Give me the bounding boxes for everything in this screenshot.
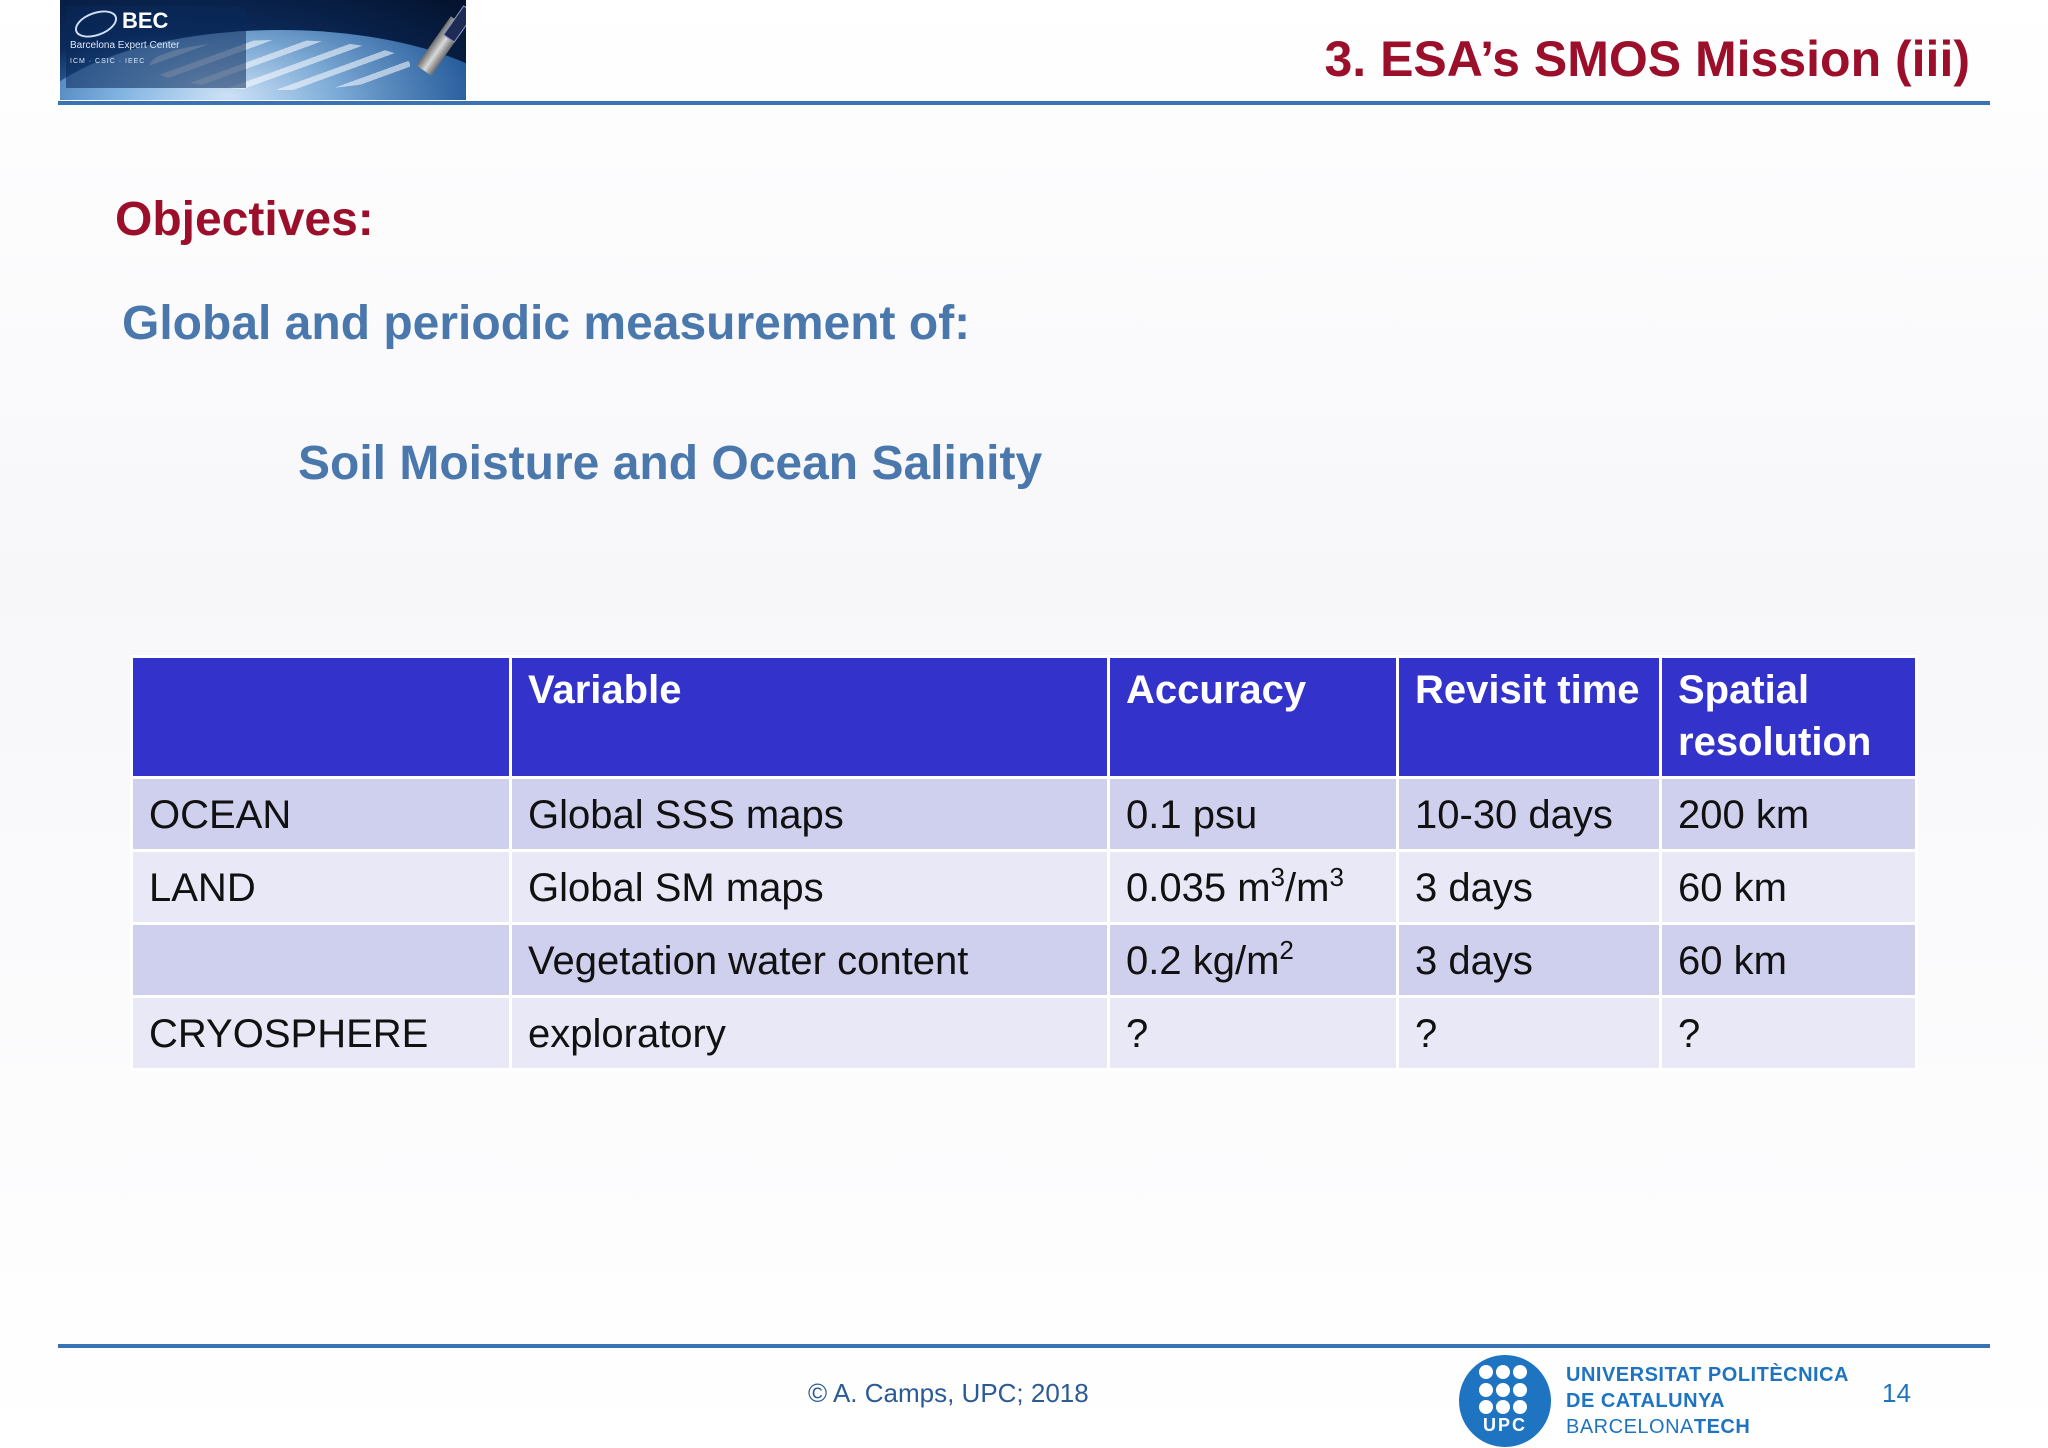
cell-accuracy: 0.035 m3/m3	[1107, 849, 1399, 925]
cell-variable: Vegetation water content	[509, 922, 1110, 998]
cell-domain: OCEAN	[130, 776, 512, 852]
university-name-line3: BARCELONATECH	[1566, 1414, 1849, 1440]
university-name-line1: UNIVERSITAT POLITÈCNICA	[1566, 1364, 1849, 1386]
accuracy-exponent: 3	[1270, 862, 1285, 892]
university-name-line2: DE CATALUNYA	[1566, 1390, 1725, 1412]
table-row: CRYOSPHERE exploratory ? ? ?	[130, 995, 1918, 1071]
objectives-heading: Objectives:	[115, 193, 374, 246]
header-domain	[130, 655, 512, 779]
cell-resolution: ?	[1659, 995, 1918, 1071]
accuracy-value: 0.035 m	[1126, 866, 1271, 910]
cell-accuracy: 0.2 kg/m2	[1107, 922, 1399, 998]
accuracy-exponent: 2	[1279, 935, 1294, 965]
upc-dots-icon	[1479, 1365, 1531, 1415]
cell-domain: CRYOSPHERE	[130, 995, 512, 1071]
cell-revisit: 3 days	[1396, 849, 1662, 925]
accuracy-unit: /m	[1285, 866, 1330, 910]
cell-revisit: 3 days	[1396, 922, 1662, 998]
header-variable: Variable	[509, 655, 1110, 779]
upc-logo: UPC	[1459, 1355, 1551, 1447]
table-row: OCEAN Global SSS maps 0.1 psu 10-30 days…	[130, 776, 1918, 852]
cell-variable: Global SM maps	[509, 849, 1110, 925]
page-number: 14	[1882, 1378, 1911, 1408]
header-spatial-resolution: Spatial resolution	[1659, 655, 1918, 779]
bec-logo-subtitle: Barcelona Expert Center	[70, 40, 180, 51]
cell-variable: Global SSS maps	[509, 776, 1110, 852]
copyright-notice: © A. Camps, UPC; 2018	[808, 1378, 1089, 1408]
bec-logo-name: BEC	[122, 8, 169, 33]
university-name: UNIVERSITAT POLITÈCNICA DE CATALUNYA BAR…	[1566, 1362, 1849, 1440]
cell-variable: exploratory	[509, 995, 1110, 1071]
mission-objectives-table: Variable Accuracy Revisit time Spatial r…	[130, 655, 1918, 1071]
cell-accuracy: 0.1 psu	[1107, 776, 1399, 852]
table-header-row: Variable Accuracy Revisit time Spatial r…	[130, 655, 1918, 779]
cell-revisit: ?	[1396, 995, 1662, 1071]
measurement-target: Soil Moisture and Ocean Salinity	[298, 437, 1043, 490]
bec-logo-partners: ICM · CSIC · IEEC	[70, 58, 146, 65]
upc-logo-text: UPC	[1482, 1415, 1527, 1435]
cell-resolution: 60 km	[1659, 849, 1918, 925]
accuracy-value: 0.2 kg/m	[1126, 939, 1280, 983]
cell-resolution: 60 km	[1659, 922, 1918, 998]
header-revisit-time: Revisit time	[1396, 655, 1662, 779]
university-name-line3-suffix: TECH	[1693, 1416, 1751, 1438]
slide-title: 3. ESA’s SMOS Mission (iii)	[1324, 31, 1970, 87]
header-accuracy: Accuracy	[1107, 655, 1399, 779]
table-row: Vegetation water content 0.2 kg/m2 3 day…	[130, 922, 1918, 998]
bec-logo: BEC Barcelona Expert Center ICM · CSIC ·…	[60, 0, 466, 100]
cell-domain	[130, 922, 512, 998]
header-divider	[58, 101, 1990, 105]
cell-revisit: 10-30 days	[1396, 776, 1662, 852]
cell-domain: LAND	[130, 849, 512, 925]
footer-divider	[58, 1344, 1990, 1348]
table-row: LAND Global SM maps 0.035 m3/m3 3 days 6…	[130, 849, 1918, 925]
accuracy-exponent: 3	[1329, 862, 1344, 892]
university-name-line3-prefix: BARCELONA	[1566, 1416, 1694, 1438]
logo-label-box	[66, 6, 246, 88]
cell-resolution: 200 km	[1659, 776, 1918, 852]
cell-accuracy: ?	[1107, 995, 1399, 1071]
measurement-subheading: Global and periodic measurement of:	[122, 297, 971, 350]
